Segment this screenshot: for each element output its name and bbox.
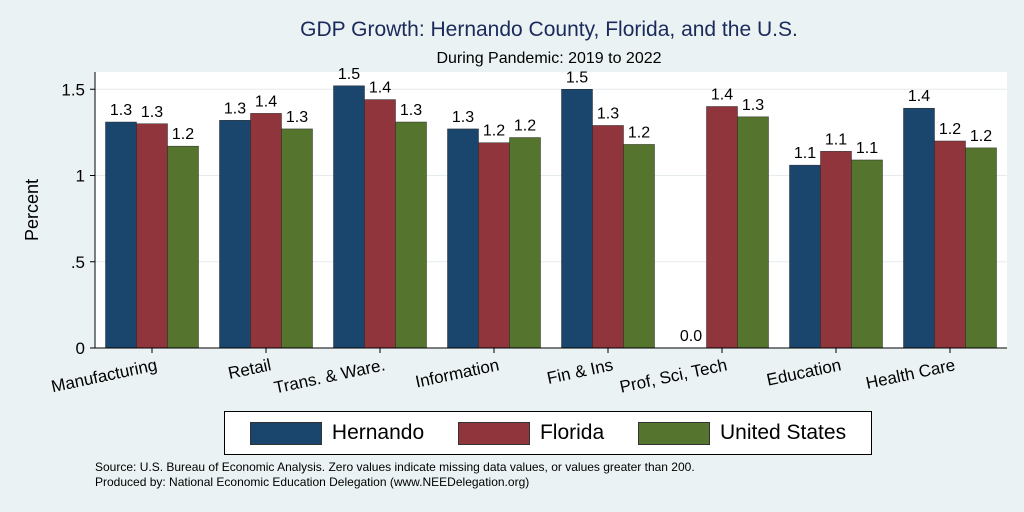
bar <box>105 121 137 349</box>
y-tick-label: 1.5 <box>61 80 85 99</box>
bar <box>965 147 997 349</box>
bar <box>333 85 365 349</box>
x-tick-label: Trans. & Ware. <box>272 355 387 397</box>
bar <box>281 128 313 349</box>
bar <box>219 120 251 349</box>
data-label: 1.3 <box>400 102 422 119</box>
legend-swatch-united-states <box>638 421 710 445</box>
x-tick-label: Health Care <box>864 355 957 392</box>
bar <box>706 106 738 349</box>
y-axis: 0 .5 1 1.5 <box>61 80 95 358</box>
data-label: 1.1 <box>856 140 878 157</box>
data-label: 1.2 <box>514 118 536 135</box>
legend-swatch-florida <box>457 421 530 445</box>
x-tick-label: Retail <box>226 355 272 383</box>
bar <box>509 137 541 349</box>
bar <box>364 99 396 349</box>
bar <box>250 113 282 349</box>
bar <box>167 145 199 349</box>
data-label: 1.2 <box>939 121 961 138</box>
bar <box>903 107 935 349</box>
chart-title: GDP Growth: Hernando County, Florida, an… <box>300 18 798 41</box>
legend-item-hernando: Hernando <box>249 421 425 445</box>
x-tick-label: Education <box>765 355 843 389</box>
data-label: 1.4 <box>908 88 930 105</box>
bar <box>478 142 510 349</box>
legend-item-united-states: United States <box>638 421 846 445</box>
legend-swatch-hernando <box>249 421 322 445</box>
y-tick-label: 0 <box>76 339 85 358</box>
data-label: 1.1 <box>825 131 847 148</box>
data-label: 1.2 <box>628 124 650 141</box>
x-axis: Manufacturing Retail Trans. & Ware. Informa… <box>50 348 957 397</box>
bars <box>105 85 997 349</box>
bar <box>737 116 769 349</box>
legend-label-united-states: United States <box>720 421 847 444</box>
data-label: 1.1 <box>794 145 816 162</box>
data-label: 1.3 <box>110 102 132 119</box>
bar <box>561 89 593 349</box>
y-tick-label: .5 <box>71 253 85 272</box>
x-tick-label: Manufacturing <box>50 355 159 396</box>
data-label: 1.2 <box>970 128 992 145</box>
legend-item-florida: Florida <box>457 421 605 445</box>
data-label: 1.4 <box>255 93 277 110</box>
data-label: 1.2 <box>172 126 194 143</box>
chart-subtitle: During Pandemic: 2019 to 2022 <box>436 50 662 67</box>
bar <box>136 123 168 349</box>
data-label: 1.3 <box>224 100 246 117</box>
data-label: 1.5 <box>566 69 588 86</box>
legend-label-florida: Florida <box>539 421 605 444</box>
legend-label-hernando: Hernando <box>331 421 425 444</box>
bar <box>447 128 479 349</box>
bar <box>623 144 655 349</box>
data-labels: 1.3 1.3 1.2 1.3 1.4 1.3 1.5 1.4 1.3 1.3 1.2 1.2 1.5 1… <box>110 66 992 345</box>
legend: Hernando Florida United States <box>224 411 872 455</box>
data-label: 1.2 <box>483 123 505 140</box>
bar <box>851 159 883 349</box>
data-label: 1.5 <box>338 66 360 83</box>
data-label: 1.3 <box>597 105 619 122</box>
data-label: 1.3 <box>286 109 308 126</box>
data-label: 0.0 <box>680 328 702 345</box>
data-label: 1.3 <box>141 104 163 121</box>
x-tick-label: Fin & Ins <box>545 355 615 388</box>
y-axis-label: Percent <box>22 179 42 241</box>
bar <box>934 140 966 349</box>
bar <box>789 164 821 349</box>
data-label: 1.4 <box>369 80 391 97</box>
bar <box>820 151 852 349</box>
data-label: 1.4 <box>711 87 733 104</box>
data-label: 1.3 <box>452 109 474 126</box>
data-label: 1.3 <box>742 97 764 114</box>
x-tick-label: Information <box>414 355 501 391</box>
producer-note: Produced by: National Economic Education… <box>95 475 530 489</box>
bar <box>395 121 427 349</box>
source-note: Source: U.S. Bureau of Economic Analysis… <box>95 460 695 474</box>
x-tick-label: Prof, Sci, Tech <box>618 355 729 396</box>
y-tick-label: 1 <box>76 167 85 186</box>
bar <box>592 125 624 349</box>
